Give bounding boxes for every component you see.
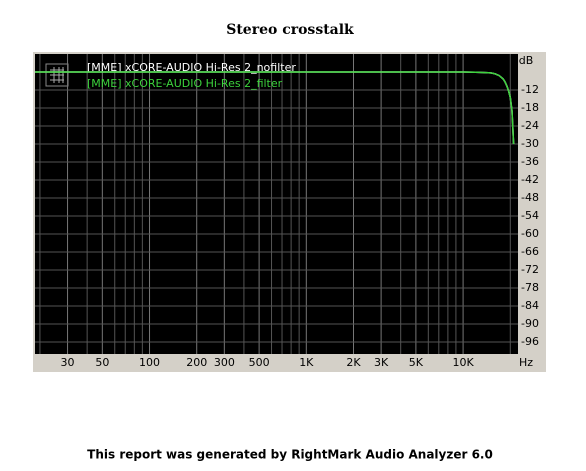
legend-entry: [MME] xCORE-AUDIO Hi-Res 2_filter <box>87 77 283 90</box>
x-tick-label: 200 <box>186 356 207 369</box>
y-tick-label: -30 <box>521 137 539 150</box>
y-tick-label: -12 <box>521 83 539 96</box>
y-tick-label: -42 <box>521 173 539 186</box>
x-tick-label: 500 <box>249 356 270 369</box>
y-tick-label: -96 <box>521 335 539 348</box>
y-axis-label: dB <box>519 54 534 67</box>
y-tick-label: -84 <box>521 299 539 312</box>
x-tick-label: 300 <box>214 356 235 369</box>
plot-area <box>35 54 518 354</box>
y-tick-label: -36 <box>521 155 539 168</box>
x-tick-label: 100 <box>139 356 160 369</box>
x-tick-label: 50 <box>95 356 109 369</box>
y-tick-label: -18 <box>521 101 539 114</box>
series-line <box>35 71 515 145</box>
x-axis-label: Hz <box>519 356 533 369</box>
chart-title: Stereo crosstalk <box>226 22 354 38</box>
y-tick-label: -90 <box>521 317 539 330</box>
legend-icon-grid <box>50 67 64 83</box>
footer: This report was generated by RightMark A… <box>87 448 493 462</box>
y-tick-label: -54 <box>521 209 539 222</box>
legend-entry: [MME] xCORE-AUDIO Hi-Res 2_nofilter <box>87 61 296 74</box>
x-tick-label: 3K <box>374 356 389 369</box>
x-tick-label: 2K <box>346 356 361 369</box>
y-tick-label: -60 <box>521 227 539 240</box>
x-tick-label: 30 <box>61 356 75 369</box>
x-tick-label: 10K <box>452 356 474 369</box>
y-tick-label: -66 <box>521 245 539 258</box>
x-tick-label: 1K <box>299 356 314 369</box>
y-tick-label: -24 <box>521 119 539 132</box>
x-tick-label: 5K <box>409 356 424 369</box>
y-tick-label: -72 <box>521 263 539 276</box>
y-tick-label: -78 <box>521 281 539 294</box>
y-tick-label: -48 <box>521 191 539 204</box>
